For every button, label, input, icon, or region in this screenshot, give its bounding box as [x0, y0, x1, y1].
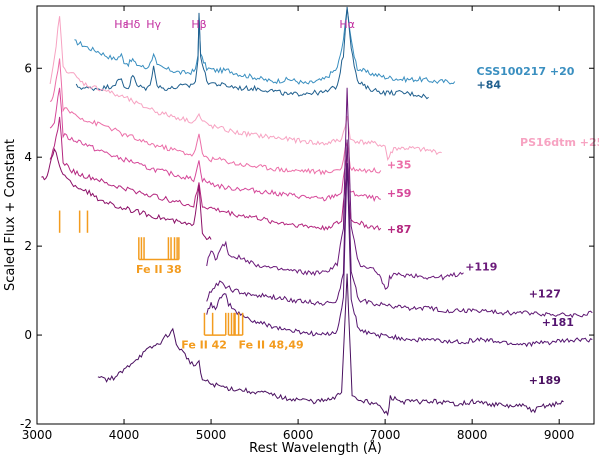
feii-group-label: Fe II 42 — [181, 338, 227, 351]
spectrum-line — [74, 8, 456, 85]
spectrum-line — [206, 163, 593, 348]
spectrum-line — [206, 139, 593, 319]
x-tick-label: 3000 — [22, 428, 53, 442]
feii-group-label: Fe II 38 — [136, 263, 182, 276]
x-tick-label: 4000 — [109, 428, 140, 442]
x-tick-label: 8000 — [457, 428, 488, 442]
series-label: CSS100217 +20 — [477, 65, 575, 78]
line-id-label: Hγ — [146, 18, 161, 31]
line-id-label: Hε — [114, 18, 128, 31]
series-label: +87 — [387, 223, 412, 236]
series-label: +84 — [477, 78, 502, 91]
x-tick-label: 9000 — [544, 428, 575, 442]
series-label-layer: CSS100217 +20+84 PS16dtm +25 +35 +59 +87 +119… — [387, 65, 599, 387]
axes-layer: 3000 4000 5000 6000 7000 8000 9000 -2 0 2 4 6 — [20, 6, 594, 442]
x-axis-label: Rest Wavelength (Å) — [249, 440, 382, 456]
y-tick-label: 2 — [24, 239, 32, 253]
x-tick-label: 6000 — [283, 428, 314, 442]
series-label: +127 — [529, 287, 561, 300]
series-layer — [41, 6, 593, 417]
y-tick-label: 0 — [24, 328, 32, 342]
series-label: +189 — [529, 374, 561, 387]
spectrum-line — [49, 87, 381, 203]
series-label: +181 — [542, 316, 574, 329]
feii-group-label: Fe II 48,49 — [239, 338, 304, 351]
spectrum-line — [206, 87, 464, 290]
spectrum-line — [49, 16, 442, 161]
spectrum-line — [41, 147, 212, 241]
line-id-label: Hα — [339, 18, 355, 31]
y-tick-label: -2 — [20, 417, 32, 431]
series-label: PS16dtm +25 — [520, 136, 599, 149]
spectrum-line — [49, 58, 382, 176]
x-tick-label: 5000 — [196, 428, 227, 442]
line-id-label: Hδ — [125, 18, 140, 31]
spectrum-line — [49, 116, 382, 232]
line-id-label: Hβ — [191, 18, 206, 31]
spectrum-line — [75, 6, 429, 100]
x-tick-label: 7000 — [370, 428, 401, 442]
spectrum-line — [97, 273, 564, 417]
y-tick-label: 4 — [24, 150, 32, 164]
series-label: +119 — [465, 261, 497, 274]
series-label: +59 — [387, 187, 412, 200]
series-label: +35 — [387, 158, 412, 171]
y-axis-label: Scaled Flux + Constant — [3, 139, 18, 291]
plot-frame — [36, 5, 595, 425]
y-tick-label: 6 — [24, 61, 32, 75]
